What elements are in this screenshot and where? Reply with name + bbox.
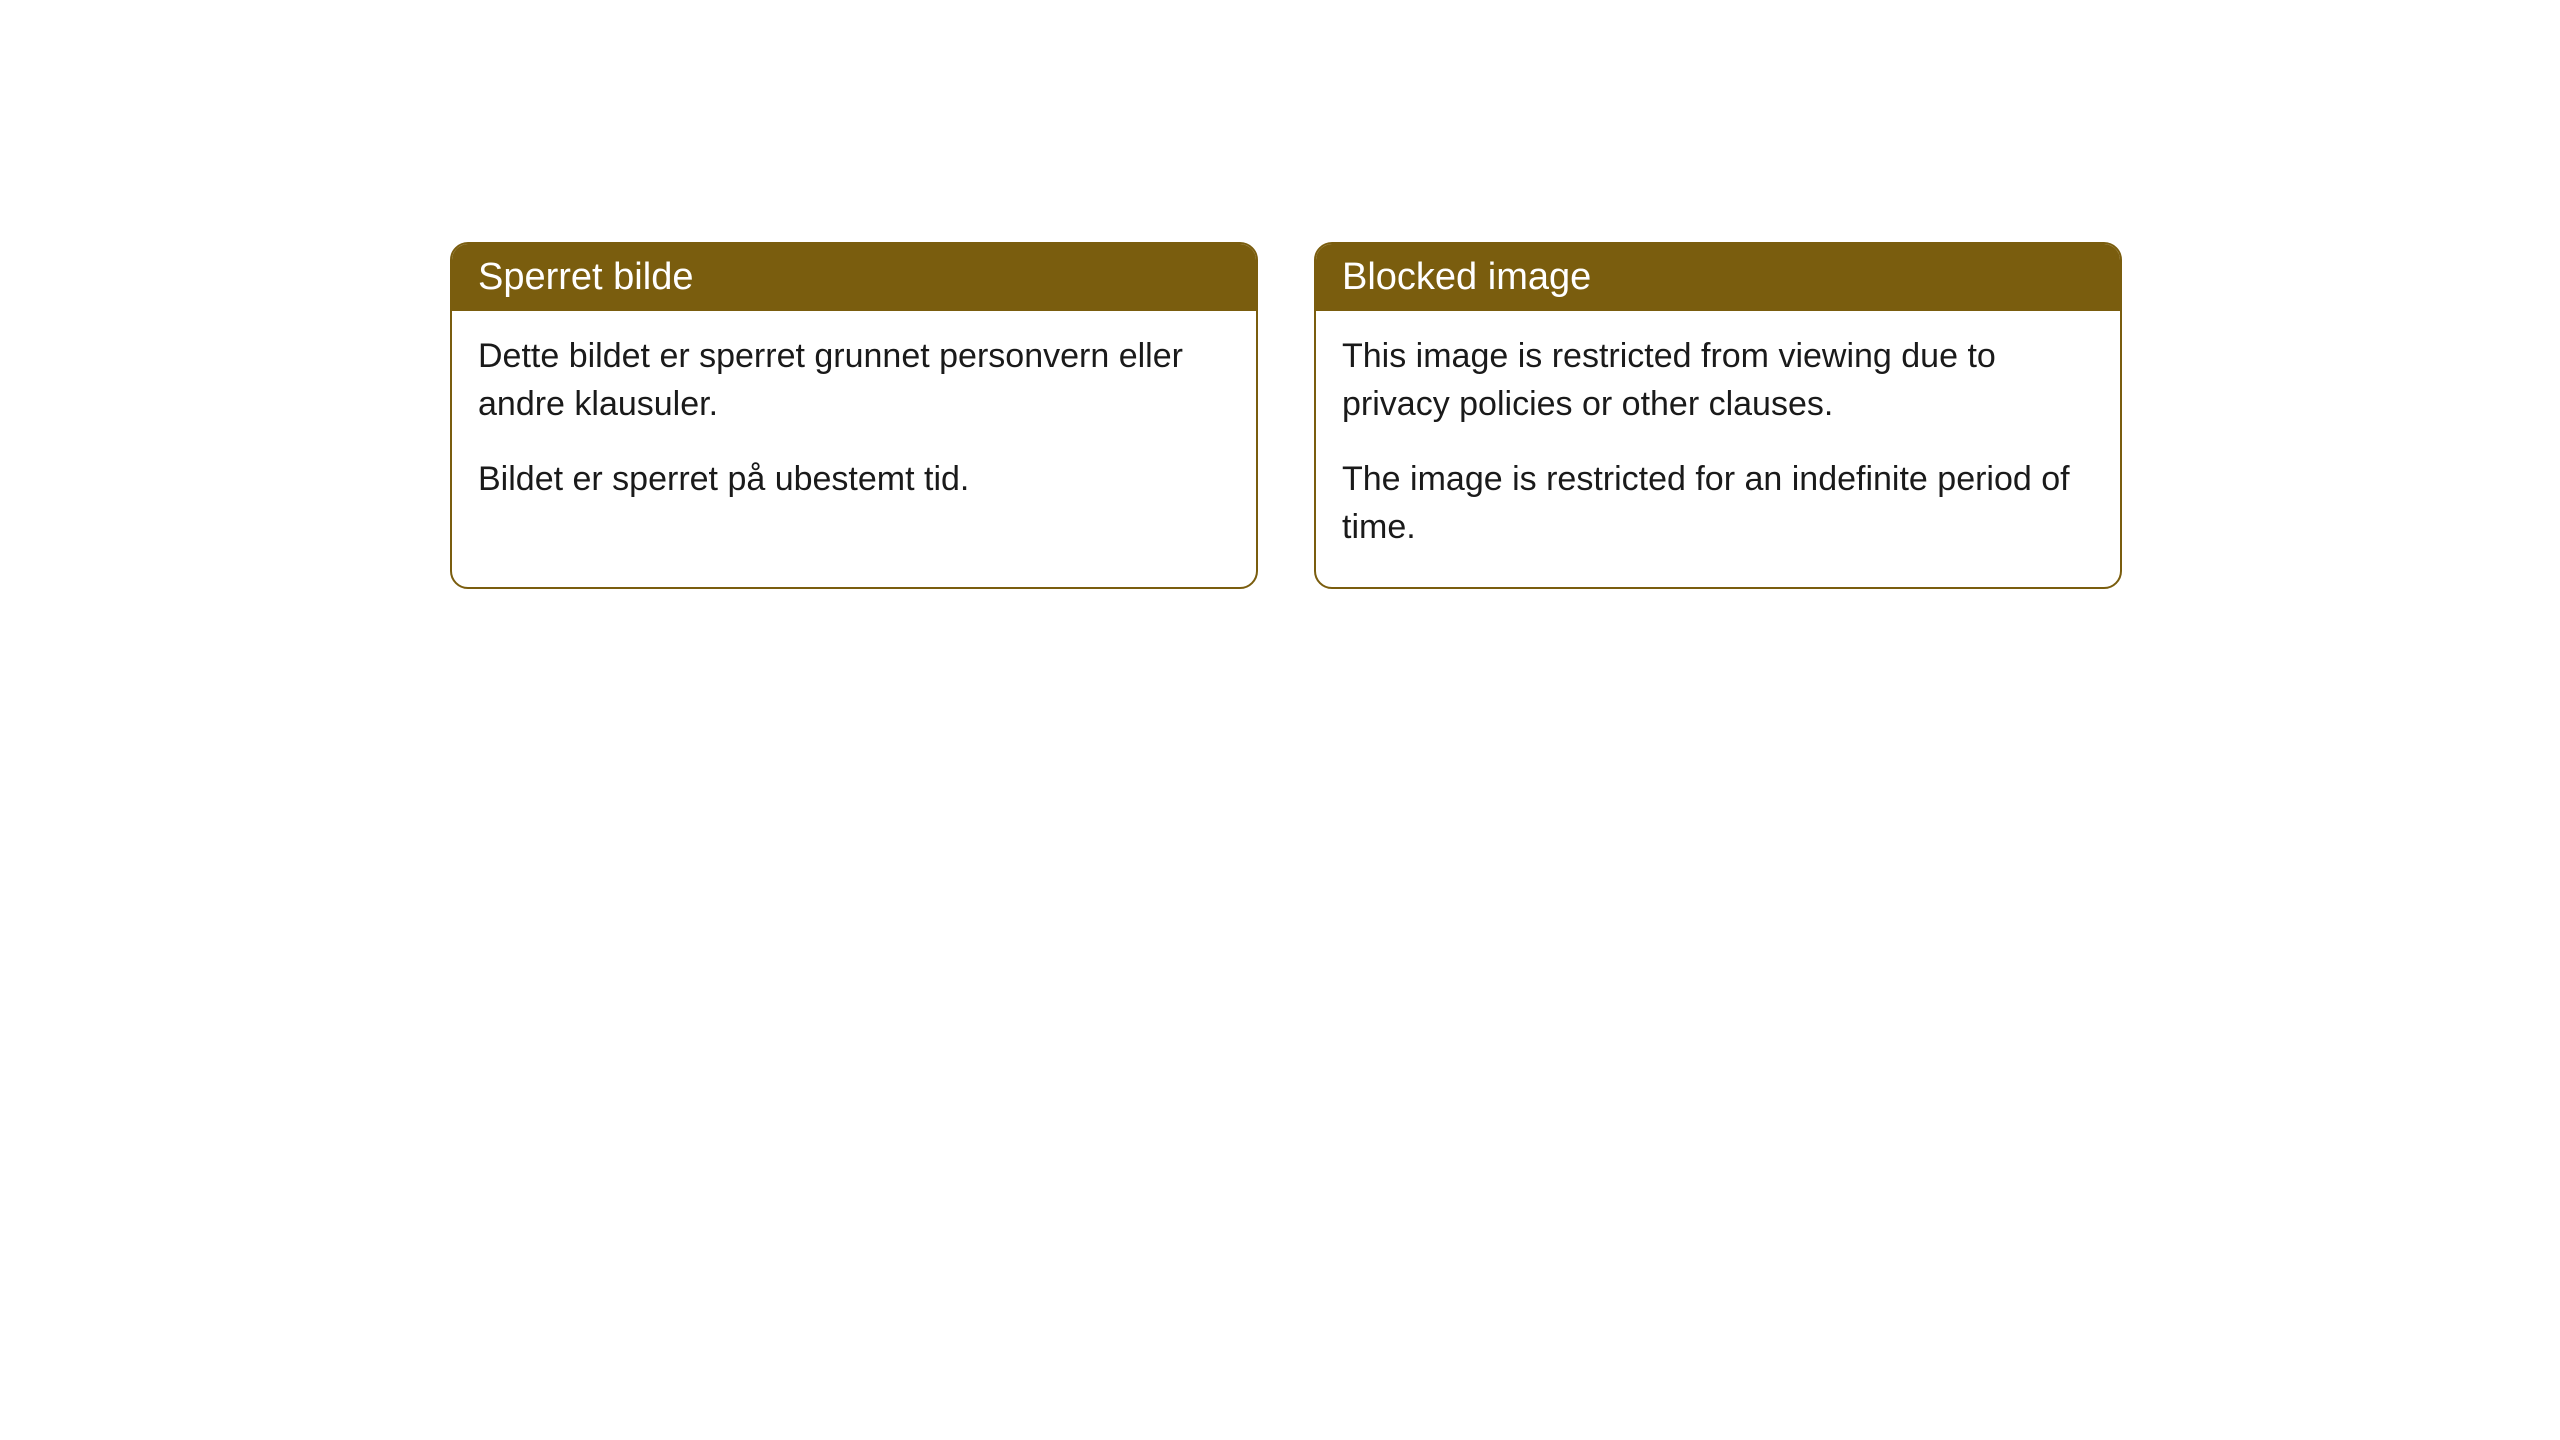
notice-card-english: Blocked image This image is restricted f… xyxy=(1314,242,2122,589)
card-body-english: This image is restricted from viewing du… xyxy=(1316,311,2120,587)
notice-paragraph-2-no: Bildet er sperret på ubestemt tid. xyxy=(478,456,1230,504)
notice-paragraph-1-no: Dette bildet er sperret grunnet personve… xyxy=(478,333,1230,428)
card-header-english: Blocked image xyxy=(1316,244,2120,311)
notice-cards-container: Sperret bilde Dette bildet er sperret gr… xyxy=(0,0,2560,589)
notice-paragraph-1-en: This image is restricted from viewing du… xyxy=(1342,333,2094,428)
card-header-norwegian: Sperret bilde xyxy=(452,244,1256,311)
notice-card-norwegian: Sperret bilde Dette bildet er sperret gr… xyxy=(450,242,1258,589)
card-body-norwegian: Dette bildet er sperret grunnet personve… xyxy=(452,311,1256,540)
notice-paragraph-2-en: The image is restricted for an indefinit… xyxy=(1342,456,2094,551)
